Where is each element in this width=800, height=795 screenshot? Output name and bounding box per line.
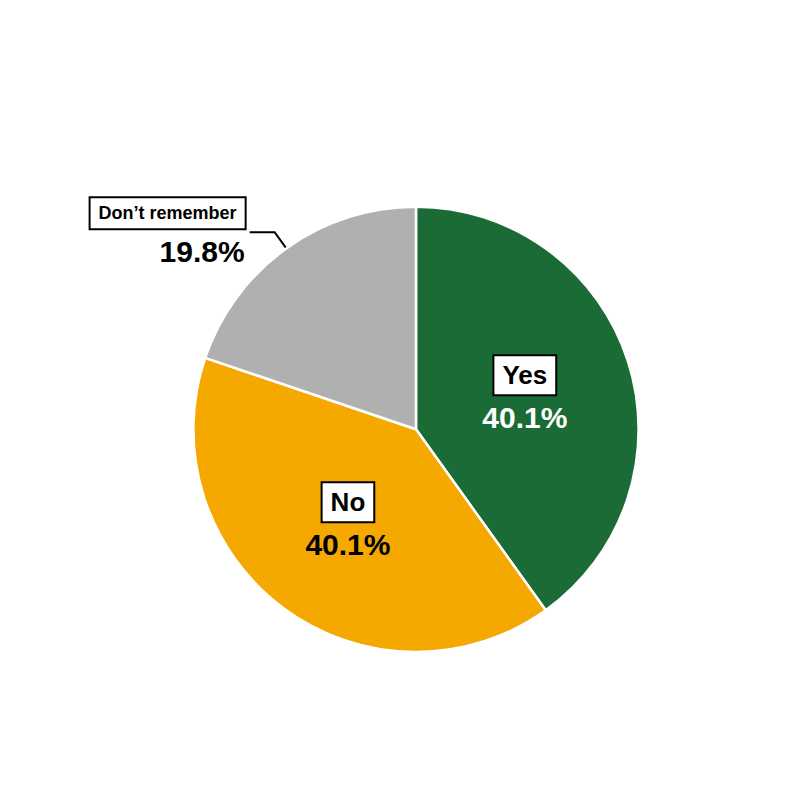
- svg-text:19.8%: 19.8%: [160, 235, 245, 268]
- svg-text:40.1%: 40.1%: [482, 401, 567, 434]
- svg-text:40.1%: 40.1%: [305, 528, 390, 561]
- svg-text:Don’t remember: Don’t remember: [99, 203, 237, 223]
- svg-text:Yes: Yes: [502, 360, 547, 390]
- svg-text:No: No: [331, 487, 366, 517]
